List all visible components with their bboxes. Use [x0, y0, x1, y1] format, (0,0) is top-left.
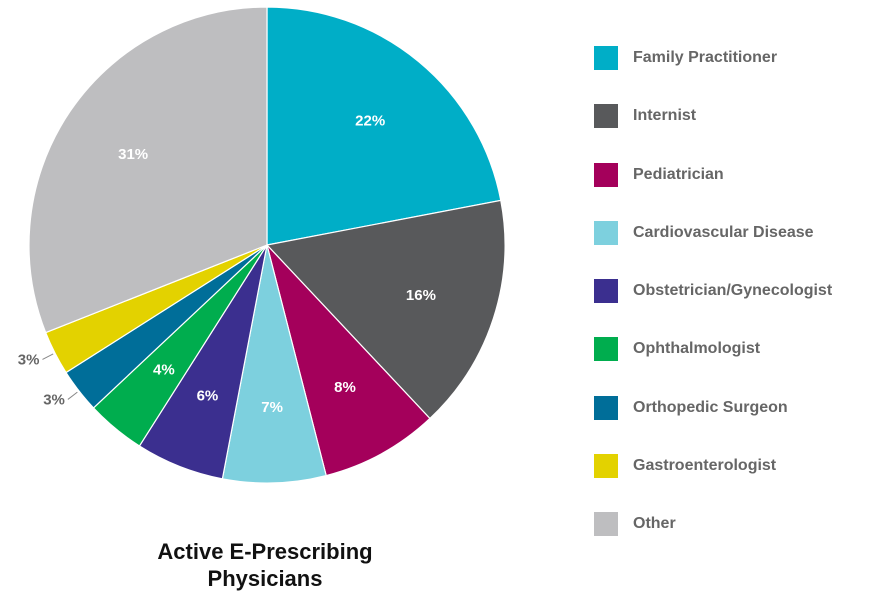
data-label-obstetrician-gynecologist: 6% — [197, 387, 219, 404]
legend-item-family-practitioner: Family Practitioner — [594, 46, 832, 70]
data-label-ophthalmologist: 4% — [153, 362, 175, 379]
pie-slice-cardiovascular-disease — [221, 244, 327, 484]
data-label-internist: 16% — [406, 287, 436, 304]
legend-swatch — [594, 454, 618, 479]
legend-item-orthopedic-surgeon: Orthopedic Surgeon — [594, 395, 832, 420]
legend-swatch — [594, 337, 618, 362]
pie-slice-family-practitioner — [266, 6, 502, 246]
data-label-cardiovascular-disease: 7% — [261, 399, 283, 416]
legend-item-pediatrician: Pediatrician — [594, 162, 832, 187]
legend-swatch — [594, 162, 618, 187]
legend-label: Ophthalmologist — [633, 340, 761, 358]
legend-swatch — [594, 46, 618, 70]
legend-item-ophthalmologist: Ophthalmologist — [594, 337, 832, 362]
legend-label: Obstetrician/Gynecologist — [633, 282, 833, 300]
legend-swatch — [594, 220, 618, 245]
legend-label: Internist — [633, 107, 697, 125]
chart-legend: Family Practitioner Internist Pediatrician… — [594, 46, 832, 571]
chart-title: Active E-Prescribing Physicians — [157, 539, 373, 591]
data-label-other: 31% — [118, 146, 148, 163]
legend-swatch — [594, 104, 618, 129]
legend-item-other: Other — [594, 512, 832, 537]
legend-label: Pediatrician — [633, 165, 724, 183]
legend-label: Cardiovascular Disease — [633, 223, 814, 241]
pie-slice-other — [28, 6, 268, 334]
leader-line-orthopedic-surgeon — [67, 391, 78, 400]
legend-swatch — [594, 395, 618, 420]
data-label-family-practitioner: 22% — [355, 112, 385, 129]
leader-line-gastroenterologist — [42, 353, 54, 360]
data-label-orthopedic-surgeon: 3% — [43, 391, 65, 408]
legend-item-internist: Internist — [594, 104, 832, 129]
pie-labels: 22% 16% 8% 7% 6% 4% 3% 3% 31% — [18, 112, 436, 415]
pie-chart: 22% 16% 8% 7% 6% 4% 3% 3% 31% — [18, 6, 506, 484]
legend-label: Family Practitioner — [633, 49, 778, 66]
data-label-gastroenterologist: 3% — [18, 351, 40, 368]
legend-swatch — [594, 279, 618, 304]
legend-item-obstetrician-gynecologist: Obstetrician/Gynecologist — [594, 279, 833, 304]
legend-item-gastroenterologist: Gastroenterologist — [594, 454, 832, 479]
legend-swatch — [594, 512, 618, 537]
legend-item-cardiovascular-disease: Cardiovascular Disease — [594, 220, 832, 245]
data-label-pediatrician: 8% — [334, 379, 356, 396]
legend-label: Orthopedic Surgeon — [633, 398, 788, 416]
pie-slices — [28, 6, 506, 484]
pie-slice-pediatrician — [266, 244, 431, 477]
legend-label: Gastroenterologist — [633, 457, 777, 475]
pie-slice-internist — [265, 199, 506, 420]
legend-label: Other — [633, 515, 676, 533]
